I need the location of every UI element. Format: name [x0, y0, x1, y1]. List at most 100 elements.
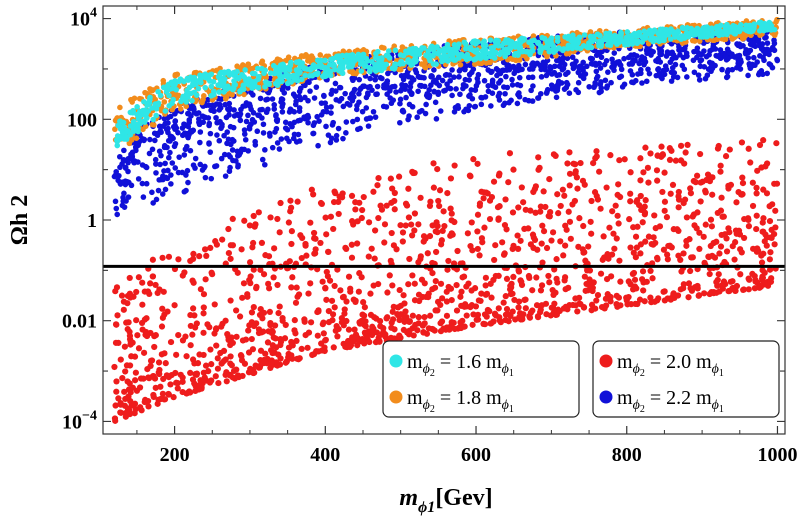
data-point	[162, 108, 169, 114]
data-point	[492, 84, 499, 91]
data-point	[435, 197, 442, 205]
data-point	[681, 33, 687, 40]
data-point	[347, 288, 354, 295]
data-point	[222, 371, 229, 379]
data-point	[269, 96, 276, 102]
data-point	[603, 276, 611, 283]
data-point	[362, 323, 369, 330]
data-point	[684, 25, 690, 31]
data-point	[474, 75, 481, 82]
data-point	[543, 72, 550, 79]
data-point	[745, 275, 752, 282]
data-point	[500, 102, 507, 109]
data-point	[385, 48, 392, 54]
data-point	[121, 402, 129, 409]
data-point	[562, 222, 569, 229]
data-point	[350, 221, 357, 228]
data-point	[421, 280, 428, 287]
data-point	[241, 131, 248, 137]
data-point	[302, 72, 308, 79]
data-point	[131, 377, 139, 384]
data-point	[589, 56, 596, 62]
data-point	[402, 317, 409, 324]
data-point	[330, 198, 338, 206]
data-point	[298, 254, 305, 262]
data-point	[162, 160, 168, 167]
legend-label: mϕ2 = 2.0 mϕ1	[617, 351, 724, 379]
data-point	[252, 70, 258, 77]
data-point	[405, 57, 411, 64]
data-point	[363, 105, 370, 111]
data-point	[597, 205, 604, 212]
data-point	[444, 189, 451, 197]
data-point	[150, 200, 156, 206]
data-point	[190, 104, 197, 111]
data-point	[318, 57, 324, 64]
data-point	[167, 138, 173, 144]
data-point	[307, 319, 315, 326]
data-point	[579, 64, 585, 71]
data-point	[408, 221, 415, 228]
data-point	[491, 55, 498, 61]
data-point	[643, 78, 650, 85]
data-point	[411, 227, 418, 234]
data-point	[142, 89, 148, 96]
data-point	[634, 40, 640, 46]
data-point	[727, 278, 734, 285]
data-point	[149, 146, 156, 153]
data-point	[753, 190, 760, 197]
data-point	[181, 269, 188, 276]
data-point	[331, 188, 338, 195]
data-point	[649, 275, 656, 282]
data-point	[149, 121, 156, 128]
data-point	[172, 118, 179, 124]
data-point	[592, 305, 599, 312]
data-point	[659, 75, 665, 82]
data-point	[273, 125, 280, 132]
data-point	[707, 216, 715, 223]
data-point	[374, 83, 381, 90]
data-point	[642, 197, 649, 204]
data-point	[596, 42, 602, 49]
data-point	[301, 316, 308, 323]
data-point	[599, 256, 606, 263]
data-point	[113, 378, 120, 385]
data-point	[553, 311, 560, 318]
data-point	[343, 298, 350, 305]
data-point	[280, 61, 286, 68]
data-point	[311, 95, 318, 101]
data-point	[619, 84, 626, 90]
data-point	[271, 102, 278, 108]
data-point	[222, 173, 229, 179]
data-point	[190, 279, 197, 286]
data-point	[615, 220, 622, 227]
data-point	[442, 87, 449, 94]
data-point	[737, 43, 744, 50]
y-tick-label: 1	[87, 210, 97, 232]
data-point	[663, 214, 671, 221]
data-point	[372, 227, 379, 234]
data-point	[490, 178, 498, 185]
data-point	[636, 202, 643, 209]
data-point	[173, 379, 180, 386]
data-point	[527, 207, 534, 214]
data-point	[405, 214, 413, 221]
data-point	[215, 379, 222, 387]
data-point	[628, 35, 635, 42]
data-point	[769, 201, 776, 208]
data-point	[473, 316, 480, 323]
data-point	[463, 63, 469, 69]
data-point	[334, 53, 340, 60]
data-point	[299, 60, 305, 66]
data-point	[644, 164, 652, 171]
data-point	[502, 196, 509, 203]
data-point	[707, 242, 714, 250]
data-point	[701, 290, 708, 297]
data-point	[417, 194, 424, 201]
data-point	[639, 268, 647, 275]
data-point	[202, 84, 209, 91]
data-point	[590, 33, 597, 40]
data-point	[356, 199, 363, 206]
data-point	[677, 286, 684, 293]
data-point	[756, 284, 763, 291]
